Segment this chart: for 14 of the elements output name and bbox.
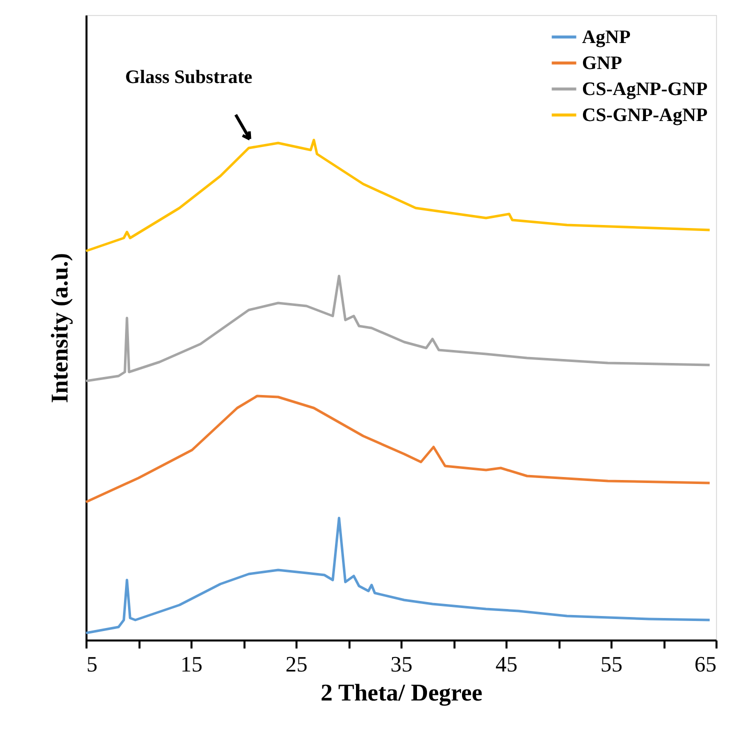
x-tick-label: 55 (600, 652, 622, 676)
y-axis-title: Intensity (a.u.) (48, 252, 74, 404)
legend-label: GNP (582, 53, 622, 74)
legend-label: CS-AgNP-GNP (582, 79, 708, 100)
x-tick-label: 15 (180, 652, 202, 676)
x-tick-label: 45 (496, 652, 518, 676)
x-tick-label: 25 (286, 652, 308, 676)
x-axis-title: 2 Theta/ Degree (320, 680, 483, 706)
legend-label: CS-GNP-AgNP (582, 105, 708, 126)
x-tick-label: 65 (694, 652, 716, 676)
x-tick-label: 5 (86, 652, 98, 676)
legend-label: AgNP (582, 27, 631, 48)
x-tick-label: 35 (390, 652, 412, 676)
annotation: Glass Substrate (125, 67, 252, 88)
